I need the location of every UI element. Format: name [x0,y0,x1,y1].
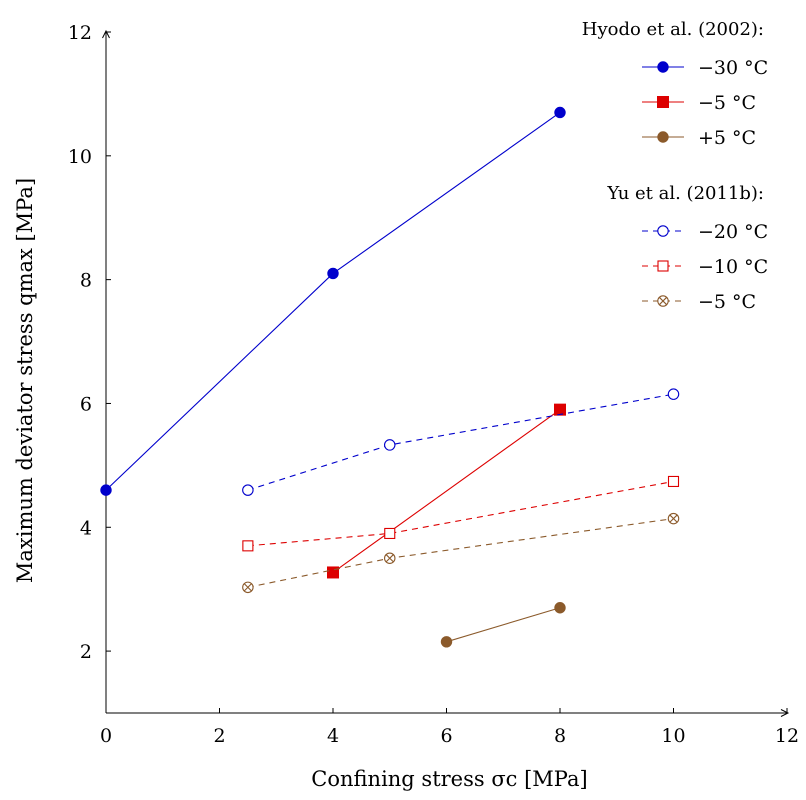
legend-entry: +5 °C [642,127,756,149]
data-point [555,404,566,415]
legend-entry: −10 °C [642,256,768,278]
series-5 [243,513,679,592]
legend-label: +5 °C [698,127,756,149]
data-point [385,528,395,538]
x-axis-title: Confining stress σc [MPa] [311,767,587,791]
legend-swatch-marker [658,296,668,306]
series-2 [441,603,565,647]
series-4 [243,476,679,550]
y-axis-title: Maximum deviator stress qmax [MPa] [13,178,37,583]
x-tick-label: 4 [327,725,339,747]
data-point [669,476,679,486]
legend-swatch-marker [658,226,668,236]
series-line [248,519,674,588]
series-layer [101,107,679,647]
x-tick-label: 8 [554,725,566,747]
series-line [106,112,560,490]
data-point [101,485,111,495]
series-line [333,410,560,573]
y-tick-label: 12 [68,22,92,44]
x-tick-label: 12 [775,725,799,747]
axes: 0 2 4 6 8 10 12 2 4 6 8 10 12 [68,22,799,747]
y-ticks: 2 4 6 8 10 12 [68,22,111,663]
data-point [555,603,565,613]
x-tick-label: 10 [661,725,685,747]
legend-group-title: Yu et al. (2011b): [606,183,764,204]
legend-entry: −30 °C [642,57,768,79]
data-point [328,268,338,278]
legend-label: −5 °C [698,291,756,313]
legend-entry: −5 °C [642,291,756,313]
x-tick-label: 6 [440,725,452,747]
legend-swatch-marker [658,97,669,108]
legend-swatch-marker [658,62,668,72]
y-tick-label: 4 [80,517,92,539]
legend-entry: −20 °C [642,221,768,243]
series-line [248,394,674,490]
x-tick-label: 2 [213,725,225,747]
y-tick-label: 6 [80,393,92,415]
data-point [243,485,253,495]
series-0 [101,107,565,495]
legend: Hyodo et al. (2002): −30 °C −5 °C +5 °C Yu e… [582,19,768,313]
legend-entry: −5 °C [642,92,756,114]
data-point [385,553,395,563]
series-3 [243,389,679,495]
legend-swatch-marker [658,132,668,142]
series-line [248,481,674,545]
legend-swatch-marker [658,261,668,271]
x-tick-label: 0 [100,725,112,747]
legend-label: −20 °C [698,221,768,243]
data-point [243,582,253,592]
legend-group-title: Hyodo et al. (2002): [582,19,764,40]
x-ticks: 0 2 4 6 8 10 12 [100,708,799,747]
legend-label: −30 °C [698,57,768,79]
y-tick-label: 8 [80,270,92,292]
legend-label: −5 °C [698,92,756,114]
data-point [385,440,395,450]
series-1 [328,404,566,578]
y-tick-label: 2 [80,641,92,663]
data-point [555,107,565,117]
series-line [447,608,561,642]
data-point [243,541,253,551]
data-point [668,389,678,399]
y-tick-label: 10 [68,146,92,168]
data-point [441,637,451,647]
data-point [668,513,678,523]
legend-label: −10 °C [698,256,768,278]
